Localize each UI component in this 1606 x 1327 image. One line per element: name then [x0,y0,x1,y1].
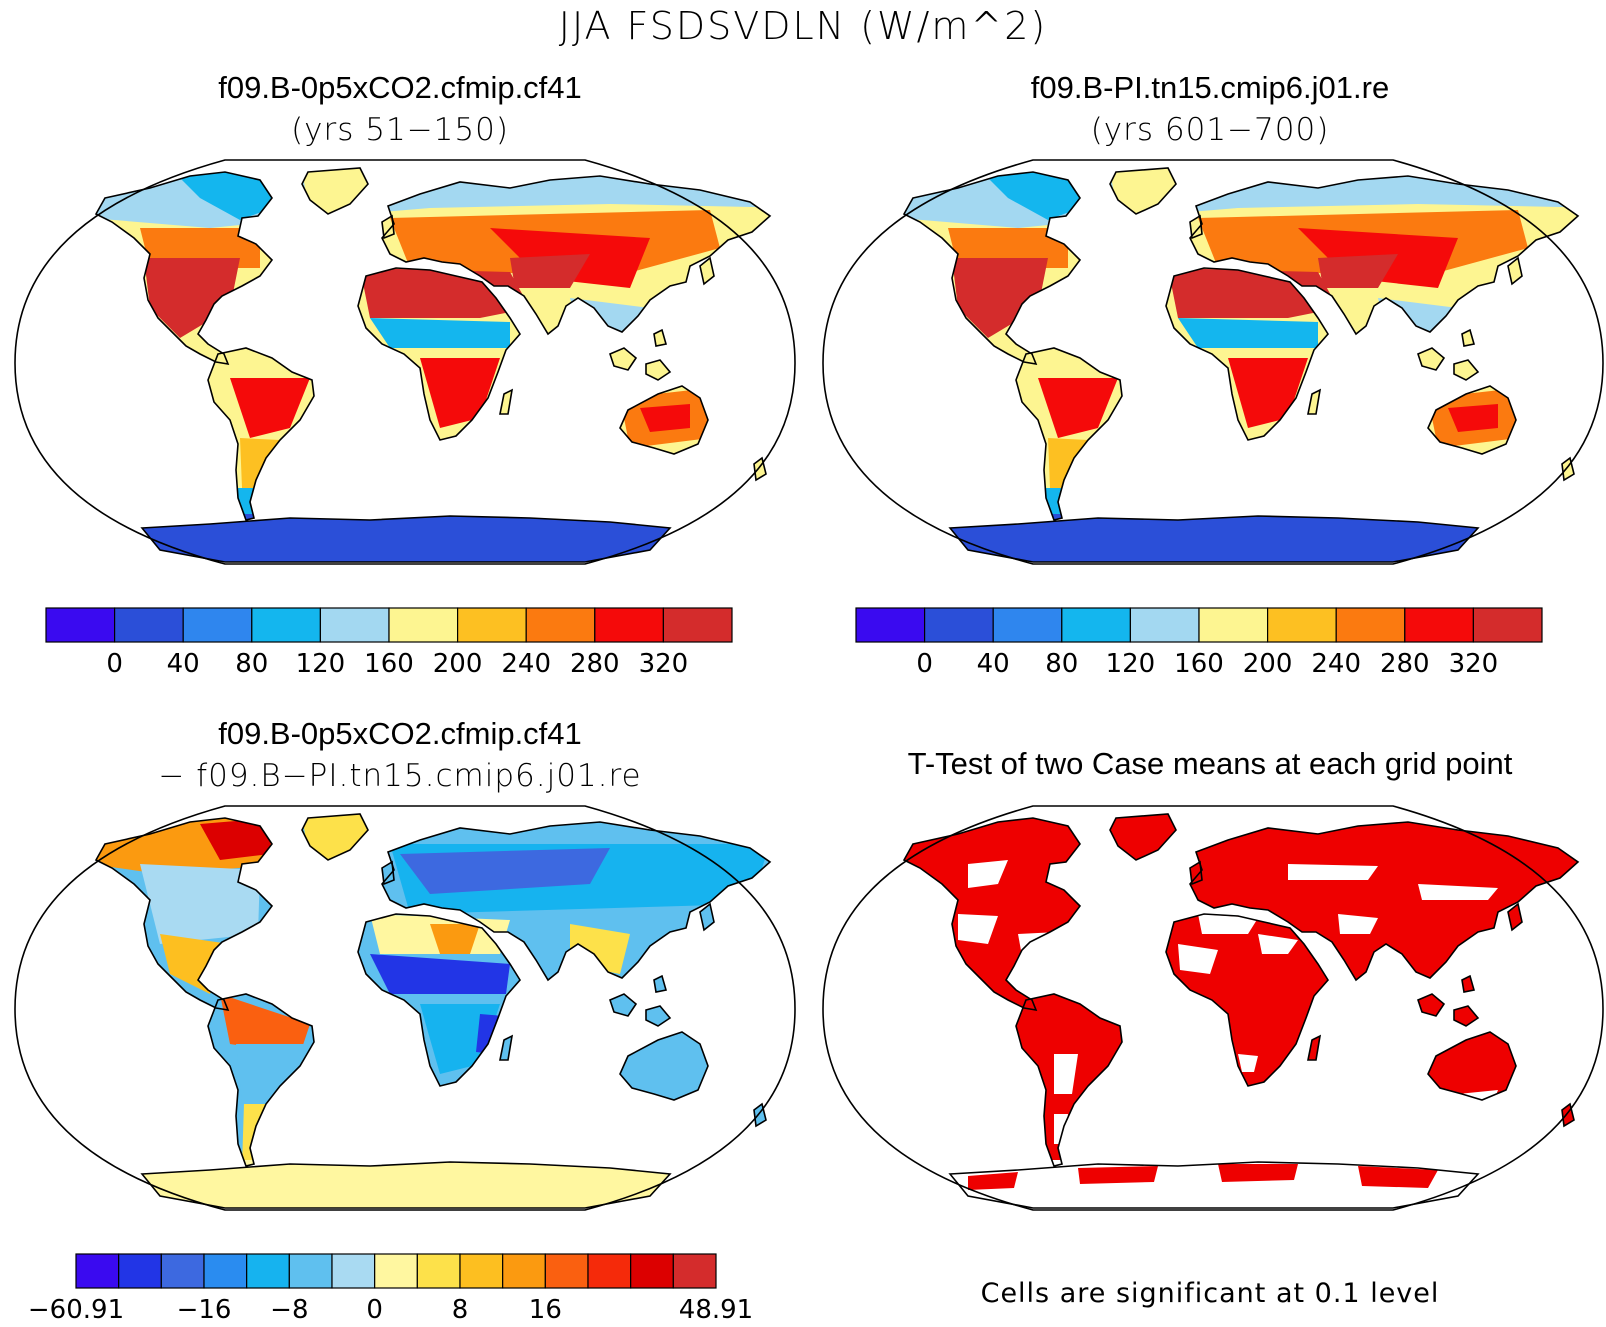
colorbar-swatch [374,1253,418,1289]
colorbar-tick-label: 240 [501,649,551,679]
colorbar-tick-label: 0 [916,649,933,679]
colorbar-tick-label: 16 [529,1295,562,1325]
colorbar-tick-label: 40 [977,649,1010,679]
colorbar-swatch [1129,607,1200,643]
panel-case2-subtitle: (yrs 601−700) [1090,112,1330,148]
colorbar-swatch [160,1253,205,1289]
colorbar-swatch [992,607,1063,643]
colorbar-swatch [630,1253,674,1289]
map-case1 [14,159,796,565]
map-diff [14,805,796,1211]
colorbar-tick-label: 160 [364,649,414,679]
colorbar-tick-label: 280 [1380,649,1430,679]
colorbar-swatch [587,1253,632,1289]
colorbar-swatch [594,607,664,643]
colorbar-tick-label: −8 [270,1295,308,1325]
map-case2 [822,159,1604,565]
colorbar-tick-label: 120 [1106,649,1156,679]
colorbar-swatch [1061,607,1132,643]
colorbar-tick-label: 80 [235,649,268,679]
panel-diff-subtitle: − f09.B−PI.tn15.cmip6.j01.re [158,758,642,794]
colorbar-swatch [246,1253,290,1289]
panel-ttest-title: T-Test of two Case means at each grid po… [907,746,1513,781]
panel-case1-title: f09.B-0p5xCO2.cfmip.cf41 [218,70,582,105]
colorbar-swatch [544,1253,589,1289]
panel-case2-title: f09.B-PI.tn15.cmip6.j01.re [1030,70,1390,105]
colorbar-swatch [662,607,733,643]
colorbar-swatch [923,607,994,643]
colorbar-tick-label: 320 [639,649,689,679]
colorbar-case1: 0 40 80 120 160 200 240 280 320 [45,607,733,679]
figure-title: JJA FSDSVDLN (W/m^2) [558,4,1048,48]
colorbar-swatch [319,607,390,643]
colorbar-tick-label: 320 [1449,649,1499,679]
colorbar-swatch [1472,607,1543,643]
colorbar-swatch [457,607,527,643]
colorbar-swatch [203,1253,248,1289]
colorbar-tick-label: 0 [106,649,123,679]
colorbar-swatch [502,1253,546,1289]
colorbar-swatch [288,1253,333,1289]
colorbar-swatch [113,607,184,643]
colorbar-swatch [416,1253,461,1289]
colorbar-tick-label: 280 [570,649,620,679]
colorbar-tick-label: 240 [1311,649,1361,679]
colorbar-tick-label: 48.91 [679,1295,753,1325]
significance-note: Cells are significant at 0.1 level [980,1278,1440,1309]
panel-case1-subtitle: (yrs 51−150) [291,112,509,148]
colorbar-swatch [1335,607,1406,643]
colorbar-tick-label: −16 [177,1295,232,1325]
colorbar-case2: 0 40 80 120 160 200 240 280 320 [855,607,1543,679]
colorbar-tick-label: 160 [1174,649,1224,679]
colorbar-tick-label: 80 [1045,649,1078,679]
colorbar-swatch [855,607,926,643]
colorbar-tick-label: 0 [366,1295,383,1325]
colorbar-tick-label: 120 [296,649,346,679]
colorbar-tick-label: 200 [1243,649,1293,679]
colorbar-tick-label: 40 [167,649,200,679]
colorbar-swatch [118,1253,162,1289]
colorbar-swatch [251,607,322,643]
colorbar-tick-label: 200 [433,649,483,679]
colorbar-swatch [525,607,596,643]
colorbar-swatch [1404,607,1474,643]
colorbar-swatch [1198,607,1269,643]
colorbar-swatch [459,1253,504,1289]
colorbar-swatch [45,607,116,643]
colorbar-swatch [331,1253,376,1289]
map-ttest [822,805,1604,1211]
colorbar-swatch [388,607,459,643]
colorbar-diff: −60.91 −16 −8 0 8 16 48.91 [28,1253,753,1325]
colorbar-swatch [75,1253,120,1289]
colorbar-tick-label: 8 [452,1295,469,1325]
colorbar-tick-label: −60.91 [28,1295,124,1325]
colorbar-swatch [1267,607,1337,643]
panel-diff-title: f09.B-0p5xCO2.cfmip.cf41 [218,716,582,751]
colorbar-swatch [182,607,253,643]
colorbar-swatch [672,1253,717,1289]
